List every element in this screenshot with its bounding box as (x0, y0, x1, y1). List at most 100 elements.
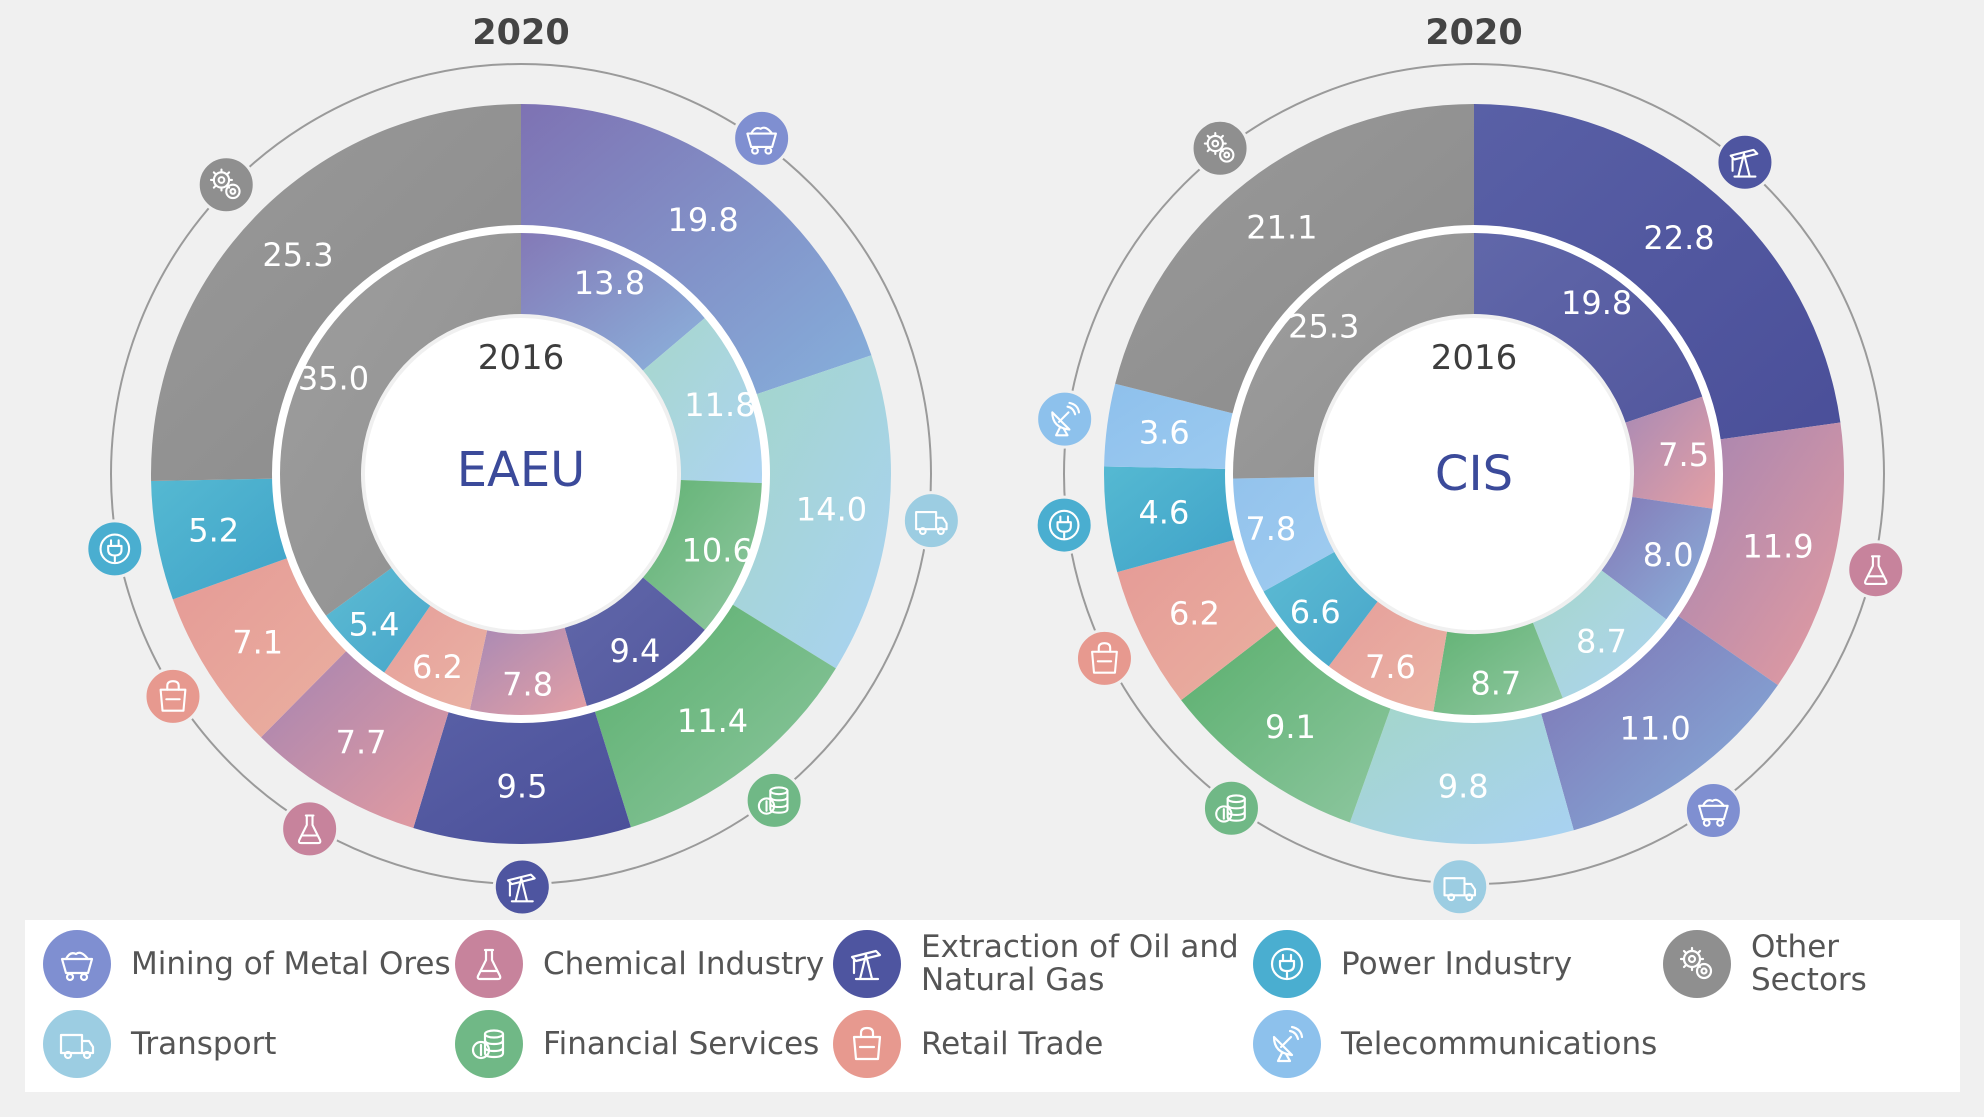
coins-icon (455, 1010, 523, 1078)
label-2016-telecom: 7.8 (1245, 510, 1296, 548)
label-2020-financial: 9.1 (1265, 708, 1316, 746)
flask-icon (280, 799, 340, 859)
legend-item-financial: Financial Services (455, 1010, 819, 1078)
label-2020-transport: 14.0 (796, 490, 867, 528)
legend-label: Power Industry (1341, 945, 1573, 982)
center-disc (365, 318, 677, 630)
slice-2020-financial (593, 602, 836, 828)
satellite-dish-icon (1253, 1010, 1321, 1078)
flask-icon (455, 930, 523, 998)
mine-cart-icon (1683, 781, 1743, 841)
power-plug-icon (1034, 495, 1094, 555)
inner-year-label: 2016 (1431, 338, 1518, 378)
legend-item-telecom: Telecommunications (1253, 1010, 1657, 1078)
slice-2016-power (1260, 551, 1378, 670)
label-2016-financial: 10.6 (682, 531, 753, 569)
slice-2020-power (151, 478, 291, 600)
label-2020-chemical: 7.7 (336, 723, 387, 761)
slice-2020-financial (1181, 623, 1392, 823)
slice-2016-chemical (469, 627, 588, 719)
label-2016-retail: 7.6 (1365, 648, 1416, 686)
label-2020-retail: 7.1 (232, 623, 283, 661)
slice-2016-chemical (1625, 395, 1719, 510)
oil-pump-icon (1715, 132, 1775, 192)
label-2020-oilgas: 9.5 (497, 767, 548, 805)
legend-label: Chemical Industry (543, 945, 825, 982)
label-2020-power: 5.2 (188, 512, 239, 550)
slice-2020-mining (1540, 613, 1778, 831)
center-title: EAEU (457, 442, 586, 498)
slice-2016-financial (1432, 622, 1565, 719)
truck-icon (1430, 857, 1490, 917)
legend-item-oilgas: Extraction of Oil and Natural Gas (833, 930, 1239, 998)
label-2016-transport: 8.7 (1576, 623, 1627, 661)
label-2020-mining: 19.8 (667, 201, 738, 239)
truck-icon (901, 491, 961, 551)
gears-icon (1663, 930, 1731, 998)
gears-icon (1190, 118, 1250, 178)
legend-label: Extraction of Oil and Natural Gas (921, 929, 1239, 998)
label-2016-power: 5.4 (349, 606, 400, 644)
label-2020-transport: 9.8 (1438, 767, 1489, 805)
gears-icon (196, 155, 256, 215)
cis-donut-chart: 22.8 11.9 11.0 9.8 9.1 6.2 4.6 3.6 21.1 19.8 7.5 8.… (1034, 13, 1906, 917)
inner-year-label: 2016 (478, 338, 565, 378)
legend-label: Financial Services (543, 1025, 820, 1062)
legend-item-mining: Mining of Metal Ores (43, 930, 451, 998)
slice-2016-telecom (1229, 477, 1335, 594)
legend: Mining of Metal Ores Chemical Industry Ext… (25, 920, 1960, 1092)
coins-icon (744, 770, 804, 830)
power-plug-icon (85, 519, 145, 579)
center-disc (1318, 318, 1630, 630)
label-2016-oilgas: 19.8 (1561, 284, 1632, 322)
slice-2020-other (1115, 104, 1474, 415)
label-2016-oilgas: 9.4 (609, 632, 660, 670)
slice-2016-transport (1532, 570, 1670, 702)
label-2020-other: 25.3 (262, 236, 333, 274)
outer-year-label: 2020 (472, 13, 569, 53)
slice-2020-telecom (1104, 383, 1237, 470)
power-plug-icon (1253, 930, 1321, 998)
label-2020-oilgas: 22.8 (1643, 219, 1714, 257)
legend-label: Telecommunications (1341, 1025, 1658, 1062)
slice-2020-retail (1117, 538, 1281, 701)
slice-2016-oilgas (1474, 229, 1707, 423)
label-2020-financial: 11.4 (677, 702, 748, 740)
oil-pump-icon (833, 930, 901, 998)
slice-2020-transport (1349, 704, 1574, 845)
label-2016-chemical: 7.5 (1658, 436, 1709, 474)
legend-label: Mining of Metal Ores (131, 945, 451, 982)
label-2016-other: 25.3 (1288, 308, 1359, 346)
label-2020-retail: 6.2 (1169, 595, 1220, 633)
slice-2016-other (1229, 229, 1474, 479)
slice-2020-chemical (261, 648, 450, 828)
legend-item-chemical: Chemical Industry (455, 930, 824, 998)
legend-item-power: Power Industry (1253, 930, 1572, 998)
ring-separator (1225, 225, 1723, 723)
legend-item-transport: Transport (43, 1010, 276, 1078)
label-2016-retail: 6.2 (412, 648, 463, 686)
slice-2016-oilgas (564, 577, 708, 710)
slice-2020-transport (729, 355, 892, 669)
legend-label: Transport (131, 1025, 277, 1062)
satellite-dish-icon (1035, 389, 1095, 449)
slice-2020-mining (521, 104, 872, 396)
slice-2016-financial (642, 480, 766, 633)
label-2020-other: 21.1 (1246, 209, 1317, 247)
slice-2016-retail (382, 605, 488, 714)
slice-2016-mining (521, 229, 708, 371)
label-2016-transport: 11.8 (684, 386, 755, 424)
slice-2020-oilgas (1474, 104, 1841, 440)
slice-2020-other (151, 104, 521, 481)
shopping-bag-icon (143, 666, 203, 726)
label-2016-power: 6.6 (1290, 593, 1341, 631)
label-2016-other: 35.0 (298, 359, 369, 397)
label-2020-power: 4.6 (1138, 494, 1189, 532)
label-2016-financial: 8.7 (1470, 664, 1521, 702)
legend-label: Other Sectors (1751, 929, 1867, 998)
eaeu-donut-chart: 19.8 14.0 11.4 9.5 7.7 7.1 5.2 25.3 13.8 11.8 10.6… (85, 13, 961, 917)
mine-cart-icon (43, 930, 111, 998)
label-2016-mining: 8.0 (1643, 536, 1694, 574)
coins-icon (1201, 778, 1261, 838)
